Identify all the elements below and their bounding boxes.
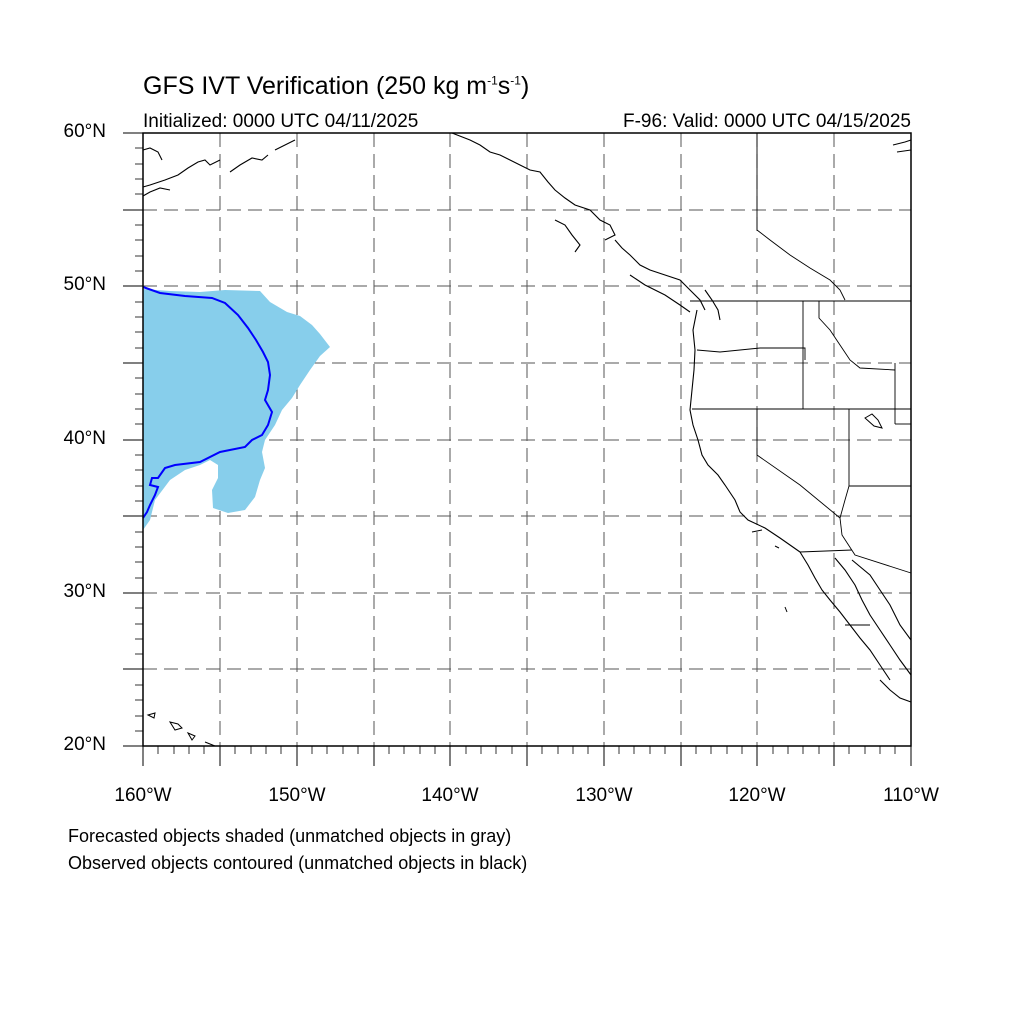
lat-label-30: 30°N bbox=[63, 581, 106, 602]
initialized-time: Initialized: 0000 UTC 04/11/2025 bbox=[143, 111, 419, 132]
lat-label-20: 20°N bbox=[63, 734, 106, 755]
lat-label-60: 60°N bbox=[63, 121, 106, 142]
lat-minor-ticks bbox=[135, 147, 143, 732]
lon-label-110w: 110°W bbox=[883, 785, 939, 806]
lat-label-40: 40°N bbox=[63, 428, 106, 449]
valid-time: F-96: Valid: 0000 UTC 04/15/2025 bbox=[623, 111, 911, 132]
lon-label-160w: 160°W bbox=[114, 785, 172, 806]
lon-label-130w: 130°W bbox=[575, 785, 633, 806]
lon-minor-ticks bbox=[157, 746, 896, 754]
legend-forecast-note: Forecasted objects shaded (unmatched obj… bbox=[68, 826, 512, 846]
forecast-object bbox=[143, 289, 330, 530]
lon-label-120w: 120°W bbox=[728, 785, 786, 806]
lon-label-150w: 150°W bbox=[268, 785, 326, 806]
lon-label-140w: 140°W bbox=[421, 785, 479, 806]
islands bbox=[146, 139, 912, 747]
lat-ticks bbox=[123, 132, 143, 747]
coastlines bbox=[142, 132, 912, 703]
observed-contour bbox=[142, 286, 274, 519]
lon-ticks bbox=[142, 746, 912, 766]
lat-label-50: 50°N bbox=[63, 274, 106, 295]
map-title: GFS IVT Verification (250 kg m-1s-1) bbox=[143, 72, 530, 100]
legend-observed-note: Observed objects contoured (unmatched ob… bbox=[68, 853, 528, 873]
state-borders bbox=[690, 133, 912, 626]
